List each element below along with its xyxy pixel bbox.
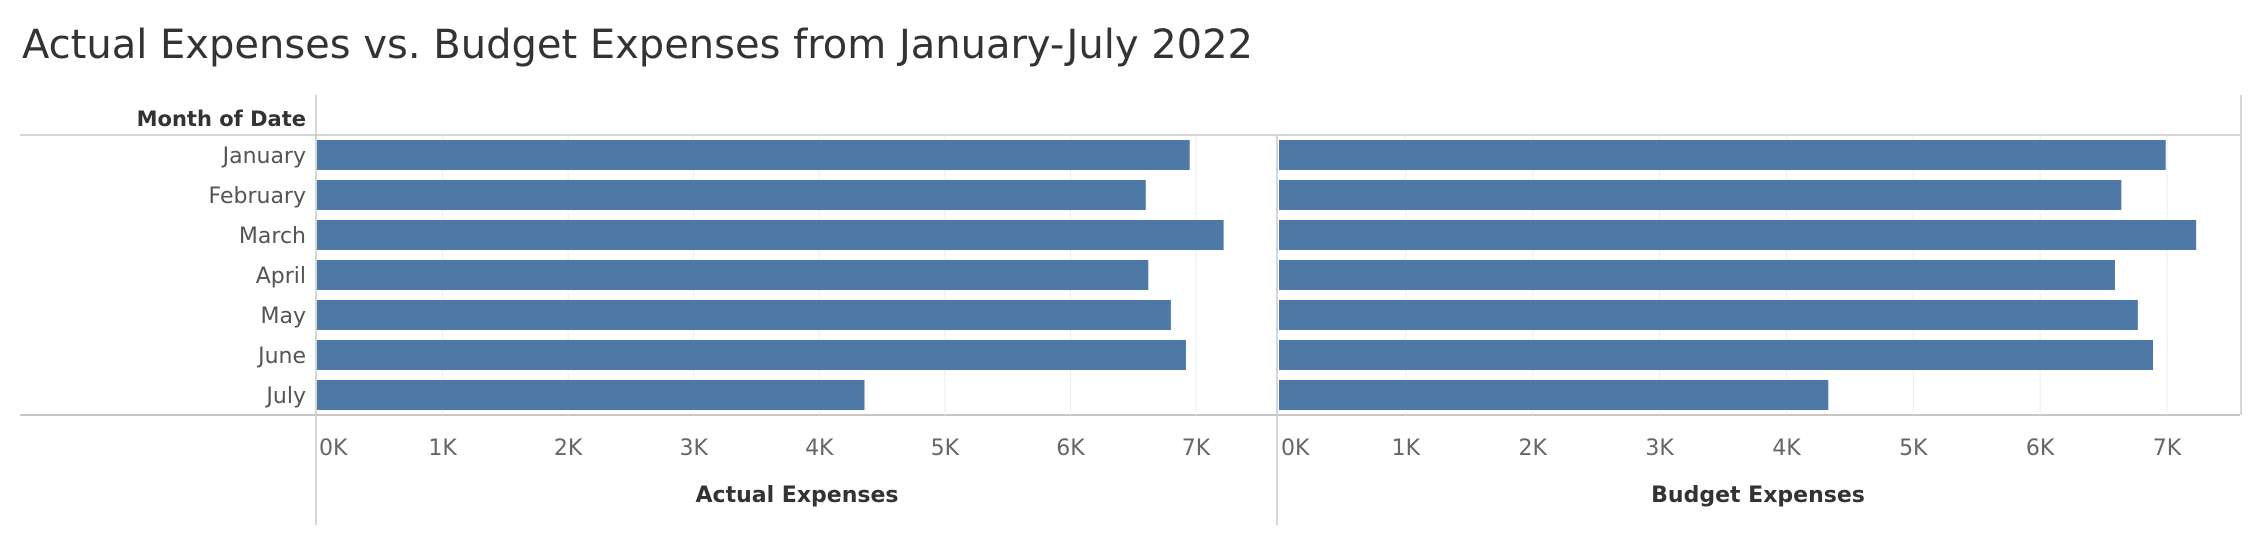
bar-actual-february[interactable] [317, 180, 1146, 210]
bar-budget-march[interactable] [1279, 220, 2197, 250]
bar-budget-february[interactable] [1279, 180, 2122, 210]
bar-actual-may[interactable] [317, 300, 1171, 330]
bar-budget-june[interactable] [1279, 340, 2154, 370]
x-tick-label: 3K [679, 436, 708, 461]
x-tick-label: 0K [1281, 436, 1310, 461]
row-label-april: April [256, 264, 306, 289]
x-tick-label: 0K [319, 436, 348, 461]
x-axis-title-budget: Budget Expenses [1651, 483, 1865, 508]
x-tick-label: 6K [1056, 436, 1085, 461]
x-tick-label: 7K [2153, 436, 2182, 461]
bar-budget-may[interactable] [1279, 300, 2138, 330]
x-tick-label: 6K [2026, 436, 2055, 461]
bar-actual-january[interactable] [317, 140, 1190, 170]
x-tick-label: 1K [1392, 436, 1421, 461]
x-tick-label: 5K [1899, 436, 1928, 461]
bar-actual-march[interactable] [317, 220, 1224, 250]
bar-actual-july[interactable] [317, 380, 865, 410]
chart-title: Actual Expenses vs. Budget Expenses from… [22, 22, 1253, 68]
row-label-may: May [261, 304, 306, 329]
row-label-january: January [221, 144, 306, 169]
row-label-june: June [256, 344, 306, 369]
bar-budget-april[interactable] [1279, 260, 2115, 290]
x-tick-label: 1K [428, 436, 457, 461]
row-header: Month of Date [137, 107, 306, 131]
x-tick-label: 4K [1772, 436, 1801, 461]
chart-frame [20, 95, 2242, 525]
bar-budget-july[interactable] [1279, 380, 1829, 410]
row-labels: January February March April May June July [209, 144, 307, 409]
x-tick-label: 4K [805, 436, 834, 461]
row-label-february: February [209, 184, 307, 209]
x-tick-label: 2K [554, 436, 583, 461]
row-label-march: March [239, 224, 306, 249]
bar-actual-april[interactable] [317, 260, 1149, 290]
x-tick-label: 5K [931, 436, 960, 461]
x-axis-title-actual: Actual Expenses [696, 483, 899, 508]
x-tick-label: 2K [1518, 436, 1547, 461]
x-tick-label: 7K [1182, 436, 1211, 461]
row-label-july: July [264, 384, 306, 409]
x-tick-label: 3K [1645, 436, 1674, 461]
bar-budget-january[interactable] [1279, 140, 2166, 170]
bar-actual-june[interactable] [317, 340, 1186, 370]
bars [317, 140, 2197, 410]
axis-ticks: 0K 1K 2K 3K 4K 5K 6K 7K 0K 1K 2K 3K 4K 5K 6K 7K [319, 436, 2182, 461]
